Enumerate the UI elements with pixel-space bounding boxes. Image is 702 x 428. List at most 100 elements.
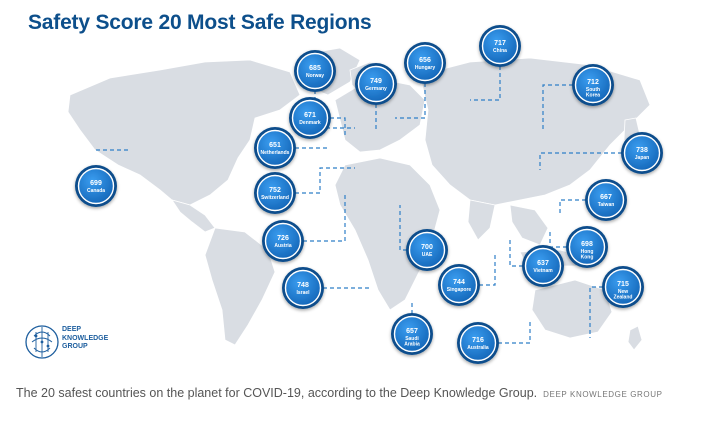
new-zealand-landmass bbox=[627, 325, 643, 351]
connector-hungary bbox=[395, 83, 426, 119]
badge-name-new-zealand: Zealand bbox=[614, 295, 633, 301]
badge-name-hong-kong: Kong bbox=[581, 255, 594, 261]
badge-inner bbox=[393, 315, 431, 353]
badge-score-switzerland: 752 bbox=[269, 187, 281, 194]
connector-uae bbox=[399, 205, 407, 251]
caption-credit: DEEP KNOWLEDGE GROUP bbox=[543, 390, 663, 399]
africa-landmass bbox=[334, 157, 441, 311]
badge-inner bbox=[440, 266, 478, 304]
deep-knowledge-logo: DEEP KNOWLEDGE GROUP bbox=[24, 322, 124, 362]
badge-inner bbox=[524, 247, 562, 285]
logo-line-1: DEEP bbox=[62, 326, 82, 333]
badge-inner bbox=[604, 268, 642, 306]
badge-name-singapore: Singapore bbox=[447, 287, 472, 293]
central-america-landmass bbox=[171, 199, 216, 233]
logo-line-2: KNOWLEDGE bbox=[62, 334, 109, 342]
connector-vietnam bbox=[509, 240, 523, 267]
badge-score-israel: 748 bbox=[297, 282, 309, 289]
region-badges: 699Canada685Norway749Germany656Hungary71… bbox=[75, 25, 663, 364]
badge-inner bbox=[623, 134, 661, 172]
badge-score-austria: 726 bbox=[277, 235, 289, 242]
badge-score-vietnam: 637 bbox=[537, 260, 549, 267]
connector-japan bbox=[539, 152, 622, 170]
badge-score-hungary: 656 bbox=[419, 57, 431, 64]
north-america-landmass bbox=[67, 59, 301, 206]
badge-name-south-korea: Korea bbox=[586, 93, 600, 99]
connector-austria bbox=[303, 195, 346, 242]
connector-switzerland bbox=[295, 167, 355, 194]
badge-name-switzerland: Switzerland bbox=[261, 195, 289, 201]
badge-name-netherlands: Netherlands bbox=[261, 150, 290, 156]
badge-inner bbox=[408, 231, 446, 269]
australia-landmass bbox=[531, 279, 613, 339]
badge-inner bbox=[574, 66, 612, 104]
badge-name-norway: Norway bbox=[306, 73, 324, 79]
badge-name-saudi-arabia: Saudi bbox=[405, 336, 419, 342]
badge-score-canada: 699 bbox=[90, 180, 102, 187]
badge-score-denmark: 671 bbox=[304, 112, 316, 119]
logo-line-3: GROUP bbox=[62, 343, 88, 350]
badge-score-germany: 749 bbox=[370, 78, 382, 85]
badge-inner bbox=[568, 228, 606, 266]
caption-text: The 20 safest countries on the planet fo… bbox=[16, 386, 538, 400]
badge-score-singapore: 744 bbox=[453, 279, 465, 286]
brain-circuit-icon bbox=[25, 325, 59, 359]
badge-score-uae: 700 bbox=[421, 244, 433, 251]
badge-name-hong-kong: Hong bbox=[581, 249, 594, 255]
badge-inner bbox=[481, 27, 519, 65]
connector-south-korea bbox=[542, 84, 573, 130]
badge-inner bbox=[291, 99, 329, 137]
badge-name-australia: Australia bbox=[467, 345, 489, 351]
india-landmass bbox=[467, 199, 496, 241]
badge-inner bbox=[587, 181, 625, 219]
badge-name-denmark: Denmark bbox=[299, 120, 321, 126]
badge-name-hungary: Hungary bbox=[415, 65, 436, 71]
badge-name-canada: Canada bbox=[87, 188, 105, 194]
badge-inner bbox=[256, 129, 294, 167]
badge-score-china: 717 bbox=[494, 40, 506, 47]
badge-score-japan: 738 bbox=[636, 147, 648, 154]
badge-name-uae: UAE bbox=[422, 252, 433, 258]
badge-inner bbox=[459, 324, 497, 362]
badge-score-norway: 685 bbox=[309, 65, 321, 72]
connector-taiwan bbox=[559, 199, 586, 215]
southeast-asia-landmass bbox=[509, 204, 549, 246]
connector-singapore bbox=[479, 255, 496, 286]
badge-name-new-zealand: New bbox=[618, 289, 628, 295]
badge-inner bbox=[264, 222, 302, 260]
badge-name-japan: Japan bbox=[635, 155, 649, 161]
badge-inner bbox=[256, 174, 294, 212]
badge-inner bbox=[357, 65, 395, 103]
badge-score-netherlands: 651 bbox=[269, 142, 281, 149]
badge-score-south-korea: 712 bbox=[587, 79, 599, 86]
badge-inner bbox=[284, 269, 322, 307]
badge-name-saudi-arabia: Arabia bbox=[404, 342, 420, 348]
badge-name-vietnam: Vietnam bbox=[533, 268, 553, 274]
figure-caption: The 20 safest countries on the planet fo… bbox=[16, 383, 686, 405]
badge-inner bbox=[77, 167, 115, 205]
badge-name-austria: Austria bbox=[274, 243, 291, 249]
badge-inner bbox=[406, 44, 444, 82]
badge-name-south-korea: South bbox=[586, 87, 600, 93]
connector-australia bbox=[498, 320, 531, 344]
badge-name-israel: Israel bbox=[296, 290, 310, 296]
map-figure: 699 Canada 685 Norway 749 Germany 656 Hungary 71… bbox=[24, 11, 663, 364]
badge-score-new-zealand: 715 bbox=[617, 281, 629, 288]
